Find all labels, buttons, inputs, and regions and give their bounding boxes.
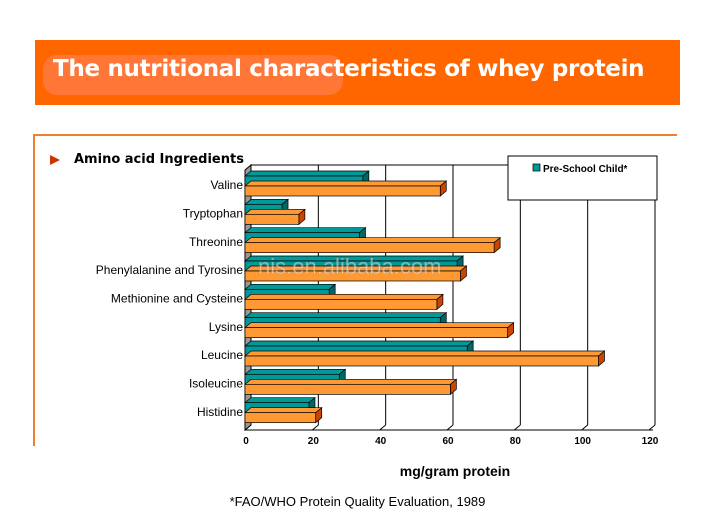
tick	[514, 424, 521, 431]
footnote: *FAO/WHO Protein Quality Evaluation, 198…	[229, 494, 486, 509]
category-label: Lysine	[209, 320, 244, 334]
x-tick-label: 60	[442, 436, 454, 447]
x-tick-label: 100	[574, 436, 591, 447]
bar-top	[244, 368, 347, 375]
bar-top	[244, 180, 448, 187]
bar-top	[244, 312, 448, 319]
bar-top	[244, 198, 290, 205]
bar-series-2	[244, 213, 300, 225]
tick	[312, 424, 319, 431]
watermark: nis.en.alibaba.com	[258, 254, 441, 279]
category-label: Tryptophan	[183, 207, 243, 221]
section-label: Amino acid Ingredients	[74, 152, 244, 167]
category-label: Leucine	[201, 348, 243, 362]
bar-series-2	[244, 298, 438, 310]
x-axis-label: mg/gram protein	[399, 463, 511, 479]
bar-series-2	[244, 185, 441, 197]
bullet-arrow-icon	[50, 155, 60, 165]
bar-series-2	[244, 383, 451, 395]
bar-top	[244, 237, 502, 244]
bar-series-2	[244, 242, 495, 254]
highlight-mark	[43, 55, 343, 95]
bar-top	[244, 322, 515, 329]
category-label: Histidine	[197, 405, 243, 419]
x-tick-label: 20	[308, 436, 320, 447]
content-frame	[33, 134, 677, 446]
title-banner: The nutritional characteristics of whey …	[35, 40, 680, 105]
page-title: The nutritional characteristics of whey …	[53, 56, 645, 82]
tick	[446, 424, 454, 431]
bar-series-2	[244, 355, 599, 367]
bar-series-2	[244, 412, 317, 424]
bar-top	[244, 350, 606, 357]
category-label: Valine	[211, 178, 244, 192]
bar-top	[244, 170, 370, 177]
legend-label: Pre-School Child*	[543, 164, 628, 175]
category-label: Methionine and Cysteine	[111, 292, 243, 306]
bar-top	[244, 397, 316, 404]
bar-top	[244, 407, 323, 414]
x-tick-label: 40	[375, 436, 387, 447]
bar-top	[244, 208, 306, 215]
bar-top	[244, 227, 367, 234]
legend-box	[507, 155, 658, 201]
tick	[648, 424, 656, 431]
bar-series-2	[244, 270, 461, 282]
category-label: Isoleucine	[189, 377, 243, 391]
bar-top	[244, 293, 444, 300]
bar-series-2	[244, 327, 508, 339]
bar-top	[244, 378, 458, 385]
category-label: Phenylalanine and Tyrosine	[96, 263, 244, 277]
x-tick-label: 0	[243, 436, 249, 447]
tick	[379, 424, 386, 431]
legend-swatch	[532, 163, 541, 172]
category-label: Threonine	[189, 235, 243, 249]
x-tick-label: 80	[510, 436, 522, 447]
tick	[581, 424, 588, 431]
bar-top	[244, 283, 337, 290]
bar-top	[244, 340, 475, 347]
x-tick-label: 120	[642, 436, 659, 447]
